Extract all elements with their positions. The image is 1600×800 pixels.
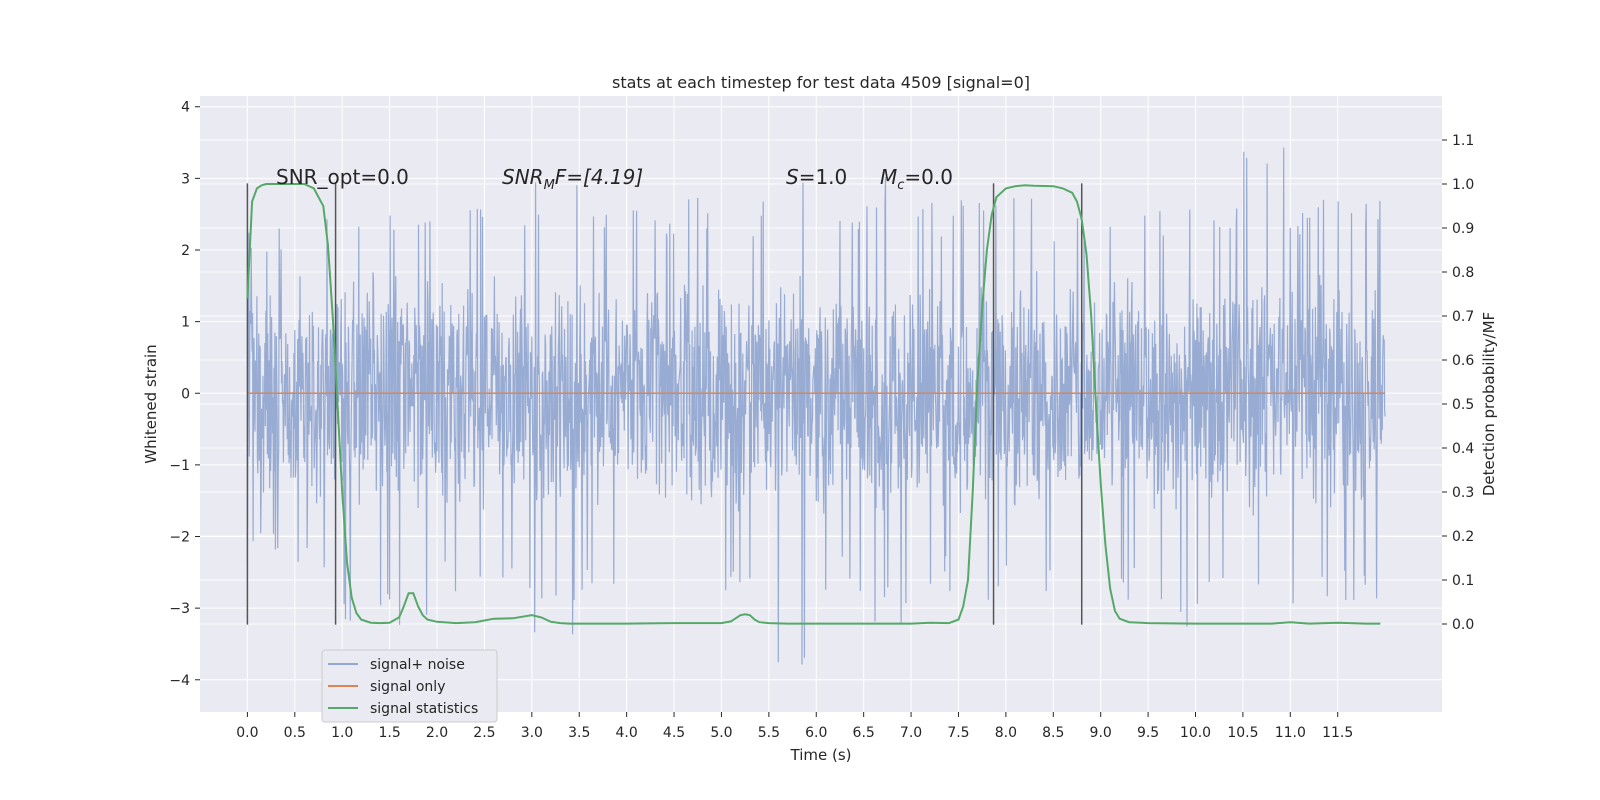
x-tick-label: 5.5	[758, 725, 780, 741]
legend: signal+ noise signal only signal statist…	[321, 649, 498, 723]
x-tick-label: 4.0	[616, 725, 638, 741]
x-axis-label: Time (s)	[790, 746, 852, 764]
y2-axis-label: Detection probability/MF	[1480, 312, 1498, 496]
x-tick-label: 8.0	[995, 725, 1017, 741]
x-tick-label: 3.0	[521, 725, 543, 741]
x-tick-label: 4.5	[663, 725, 685, 741]
x-tick-label: 0.0	[236, 725, 258, 741]
y2-tick-label: 0.5	[1452, 397, 1474, 413]
x-tick-label: 6.5	[853, 725, 875, 741]
x-tick-label: 9.5	[1137, 725, 1159, 741]
y2-tick-labels: 1.1 1.0 0.9 0.8 0.7 0.6 0.5 0.4 0.3 0.2 0.1 0.0	[1442, 133, 1474, 633]
annotation-s: S=1.0	[786, 165, 847, 189]
legend-label-signal-noise: signal+ noise	[370, 657, 465, 673]
y2-tick-label: 0.3	[1452, 485, 1474, 501]
y-tick-label: 1	[181, 315, 190, 331]
y2-tick-label: 0.6	[1452, 353, 1474, 369]
signal-statistics-series	[246, 183, 1381, 625]
annotation-snr-opt: SNR_opt=0.0	[276, 165, 409, 189]
x-tick-label: 1.5	[378, 725, 400, 741]
x-tick-label: 7.5	[947, 725, 969, 741]
x-tick-label: 10.0	[1180, 725, 1211, 741]
y-axis-label: Whitened strain	[142, 344, 160, 463]
x-tick-label: 7.0	[900, 725, 922, 741]
legend-box	[321, 649, 498, 723]
y2-tick-label: 0.1	[1452, 573, 1474, 589]
y-tick-labels: 4 3 2 1 0 −1 −2 −3 −4	[169, 100, 200, 689]
y2-tick-label: 0.7	[1452, 309, 1474, 325]
x-tick-label: 3.5	[568, 725, 590, 741]
y-tick-label: 2	[181, 243, 190, 259]
annotation-mc: Mc=0.0	[880, 165, 953, 193]
y2-tick-label: 0.0	[1452, 617, 1474, 633]
y2-tick-label: 0.8	[1452, 265, 1474, 281]
y-tick-label: −3	[169, 601, 190, 617]
x-tick-label: 11.0	[1275, 725, 1306, 741]
y-tick-label: −2	[169, 530, 190, 546]
y2-tick-label: 0.4	[1452, 441, 1474, 457]
chart-title: stats at each timestep for test data 450…	[612, 73, 1030, 92]
y-tick-label: 3	[181, 171, 190, 187]
x-tick-label: 11.5	[1322, 725, 1353, 741]
y-tick-label: 0	[181, 386, 190, 402]
x-tick-label: 8.5	[1042, 725, 1064, 741]
legend-label-signal-statistics: signal statistics	[370, 701, 478, 717]
x-tick-labels: 0.0 0.5 1.0 1.5 2.0 2.5 3.0 3.5 4.0 4.5 5.0 5.5 6.0 6…	[236, 712, 1353, 741]
y-tick-label: −1	[169, 458, 190, 474]
x-tick-label: 1.0	[331, 725, 353, 741]
x-tick-label: 9.0	[1090, 725, 1112, 741]
x-tick-label: 6.0	[805, 725, 827, 741]
x-tick-label: 5.0	[710, 725, 732, 741]
x-tick-label: 10.5	[1227, 725, 1258, 741]
signal-noise-series	[246, 147, 1386, 665]
signal-statistics-line	[246, 183, 1381, 625]
y-tick-label: 4	[181, 100, 190, 116]
x-tick-label: 2.5	[473, 725, 495, 741]
y2-tick-label: 0.2	[1452, 529, 1474, 545]
x-tick-label: 0.5	[284, 725, 306, 741]
annotation-snr-mf: SNRMF=[4.19]	[502, 165, 643, 193]
y-tick-label: −4	[169, 673, 190, 689]
y2-tick-label: 0.9	[1452, 221, 1474, 237]
legend-label-signal-only: signal only	[370, 679, 445, 695]
x-tick-label: 2.0	[426, 725, 448, 741]
gridlines	[200, 96, 1442, 712]
signal-noise-line	[246, 147, 1386, 665]
vertical-markers	[246, 183, 1083, 625]
y2-tick-label: 1.0	[1452, 177, 1474, 193]
y2-tick-label: 1.1	[1452, 133, 1474, 149]
